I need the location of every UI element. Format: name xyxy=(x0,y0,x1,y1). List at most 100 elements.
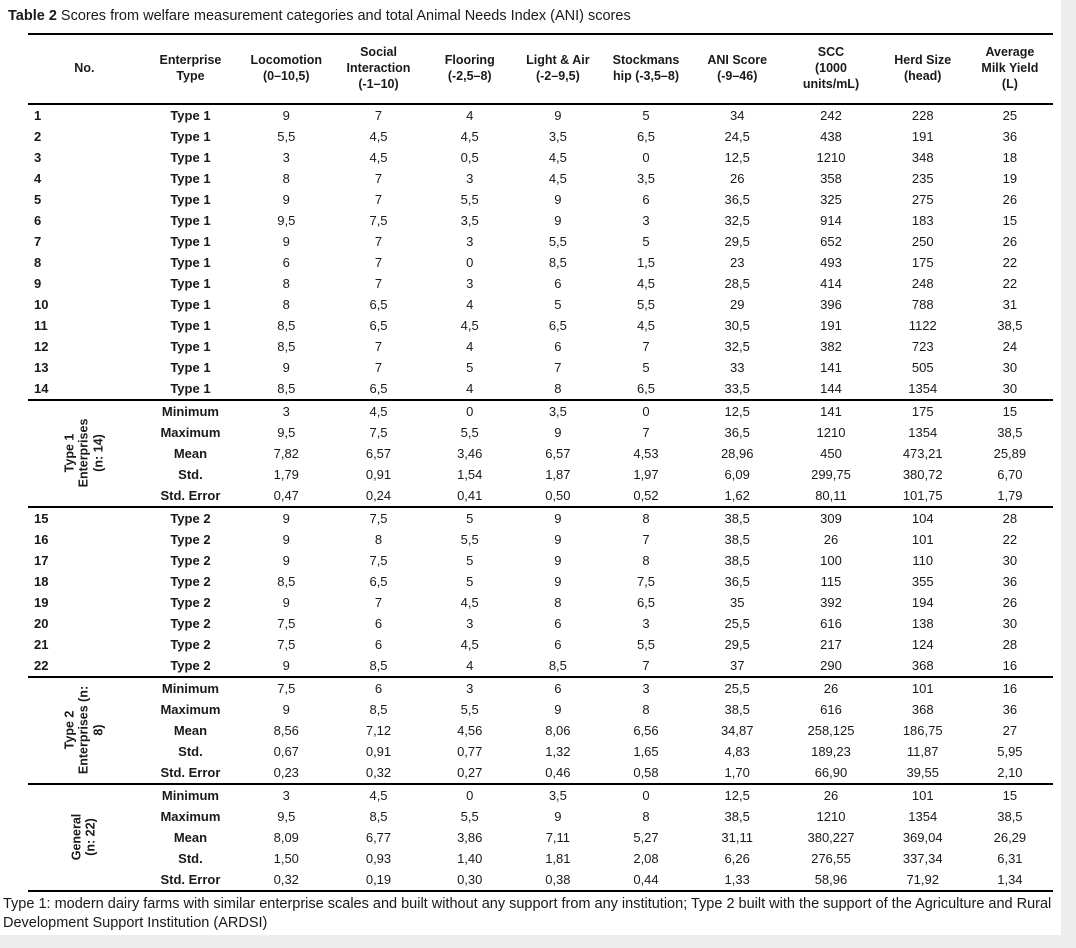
value-cell: 914 xyxy=(820,212,842,228)
value-cell: 8 xyxy=(554,380,562,396)
value-cell: 4 xyxy=(466,296,474,312)
value-cell: 34 xyxy=(729,107,745,123)
value-cell: 7 xyxy=(374,275,383,291)
value-cell: 6 xyxy=(554,615,562,631)
row-number-cell: 2 xyxy=(34,128,42,144)
value-cell: 6,57 xyxy=(365,445,392,461)
value-cell: 36 xyxy=(1002,128,1018,144)
value-cell: 6 xyxy=(374,680,383,696)
value-cell: 5 xyxy=(466,573,474,589)
value-cell: 36,5 xyxy=(724,191,750,207)
value-cell: 36,5 xyxy=(724,424,750,440)
value-cell: 4,5 xyxy=(460,317,479,333)
enterprise-type-cell: Type 2 xyxy=(170,615,211,631)
value-cell: 4,56 xyxy=(457,722,483,738)
value-cell: 26 xyxy=(729,170,745,186)
value-cell: 5,27 xyxy=(633,829,659,845)
value-cell: 5 xyxy=(642,107,650,123)
value-cell: 38,5 xyxy=(997,317,1023,333)
value-cell: 6,5 xyxy=(369,380,388,396)
column-header: Locomotion (0–10,5) xyxy=(250,53,323,83)
table-row: 21 Type 2 7,5 6 4,5 6 5,5 29,5 217 124 28 xyxy=(28,634,1053,655)
value-cell: 12,5 xyxy=(724,403,750,419)
value-cell: 22 xyxy=(1002,254,1018,270)
value-cell: 5,5 xyxy=(460,191,479,207)
value-cell: 5 xyxy=(466,359,474,375)
value-cell: 493 xyxy=(820,254,842,270)
value-cell: 6 xyxy=(554,275,562,291)
value-cell: 0 xyxy=(466,254,474,270)
value-cell: 368 xyxy=(911,657,934,673)
value-cell: 1354 xyxy=(908,808,938,824)
value-cell: 8 xyxy=(374,531,383,547)
value-cell: 15 xyxy=(1002,403,1018,419)
value-cell: 8,5 xyxy=(369,808,388,824)
value-cell: 7 xyxy=(374,233,383,249)
value-cell: 4,83 xyxy=(724,743,750,759)
value-cell: 1354 xyxy=(908,424,938,440)
stat-label-cell: Minimum xyxy=(161,787,219,803)
column-header: No. xyxy=(74,61,95,76)
row-number-cell: 20 xyxy=(34,615,49,631)
value-cell: 0 xyxy=(642,787,650,803)
value-cell: 66,90 xyxy=(814,764,848,780)
value-cell: 9,5 xyxy=(277,424,296,440)
value-cell: 194 xyxy=(911,594,934,610)
enterprise-type-cell: Type 2 xyxy=(170,531,211,547)
table-row: Std. 1,79 0,91 1,54 1,87 1,97 6,09 299,75 380,72… xyxy=(28,464,1053,485)
value-cell: 7 xyxy=(642,531,650,547)
value-cell: 6,56 xyxy=(633,722,659,738)
value-cell: 25,5 xyxy=(724,680,750,696)
value-cell: 39,55 xyxy=(906,764,939,780)
value-cell: 186,75 xyxy=(902,722,943,738)
value-cell: 6,26 xyxy=(724,850,750,866)
value-cell: 0,41 xyxy=(457,487,483,503)
value-cell: 5,5 xyxy=(460,808,479,824)
value-cell: 392 xyxy=(820,594,842,610)
enterprise-type-cell: Type 2 xyxy=(170,510,211,526)
value-cell: 7,5 xyxy=(636,573,656,589)
value-cell: 4,5 xyxy=(369,403,388,419)
value-cell: 3 xyxy=(466,680,474,696)
value-cell: 138 xyxy=(911,615,934,631)
value-cell: 3,5 xyxy=(548,403,567,419)
value-cell: 299,75 xyxy=(811,466,851,482)
value-cell: 30 xyxy=(1002,552,1018,568)
value-cell: 5,5 xyxy=(636,296,656,312)
header-row: No. Enterprise Type Locomotion (0–10,5) Soc… xyxy=(28,33,1053,104)
value-cell: 6 xyxy=(554,338,562,354)
value-cell: 0,91 xyxy=(365,743,392,759)
value-cell: 32,5 xyxy=(724,338,750,354)
value-cell: 0,38 xyxy=(545,871,571,887)
value-cell: 16 xyxy=(1002,680,1018,696)
value-cell: 3 xyxy=(466,233,474,249)
value-cell: 1,87 xyxy=(545,466,571,482)
row-number-cell: 5 xyxy=(34,191,42,207)
value-cell: 0,91 xyxy=(365,466,392,482)
value-cell: 26,29 xyxy=(993,829,1027,845)
value-cell: 337,34 xyxy=(902,850,943,866)
value-cell: 8 xyxy=(642,701,650,717)
value-cell: 0 xyxy=(642,149,650,165)
farm-section: 15 Type 2 9 7,5 5 9 8 38,5 309 104 28 16 Type 2 9 8 5,5… xyxy=(28,507,1053,677)
value-cell: 242 xyxy=(820,107,842,123)
value-cell: 7 xyxy=(642,338,650,354)
value-cell: 8,5 xyxy=(277,380,296,396)
value-cell: 8,5 xyxy=(369,657,388,673)
value-cell: 3 xyxy=(282,403,290,419)
value-cell: 24,5 xyxy=(724,128,750,144)
table-row: Maximum 9 8,5 5,5 9 8 38,5 616 368 36 xyxy=(28,699,1053,720)
value-cell: 9 xyxy=(282,510,290,526)
value-cell: 80,11 xyxy=(815,487,847,503)
value-cell: 24 xyxy=(1002,338,1018,354)
value-cell: 6,77 xyxy=(365,829,392,845)
value-cell: 355 xyxy=(911,573,934,589)
table-caption: Table 2 Scores from welfare measurement … xyxy=(0,0,1076,28)
value-cell: 5,5 xyxy=(460,424,479,440)
value-cell: 0,44 xyxy=(633,871,659,887)
value-cell: 358 xyxy=(820,170,842,186)
enterprise-type-cell: Type 1 xyxy=(170,191,211,207)
value-cell: 38,5 xyxy=(997,808,1023,824)
value-cell: 58,96 xyxy=(814,871,848,887)
value-cell: 0,93 xyxy=(365,850,392,866)
